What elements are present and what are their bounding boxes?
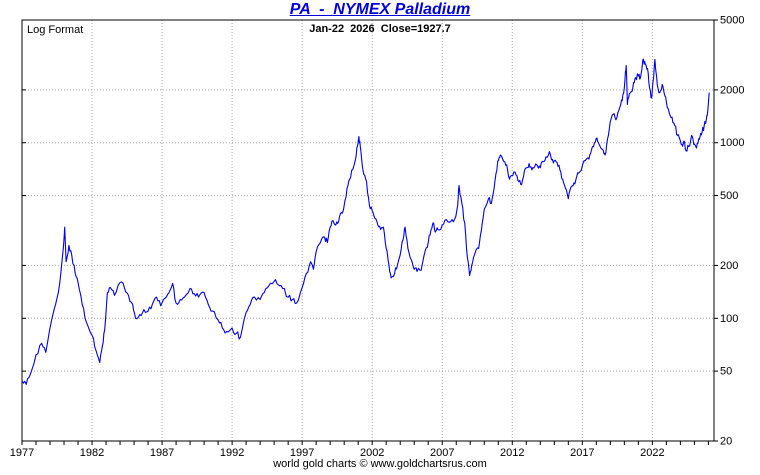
y-tick-label: 100 bbox=[720, 313, 738, 325]
x-tick-label: 2022 bbox=[640, 447, 664, 459]
footer-credit: world gold charts © www.goldchartsrus.co… bbox=[273, 458, 487, 470]
x-tick-label: 1997 bbox=[290, 447, 314, 459]
x-tick-label: 1977 bbox=[10, 447, 34, 459]
chart-title: PA - NYMEX Palladium bbox=[289, 1, 471, 18]
price-line bbox=[21, 58, 710, 385]
x-tick-label: 1987 bbox=[150, 447, 174, 459]
x-tick-label: 2017 bbox=[570, 447, 594, 459]
y-tick-label: 50 bbox=[720, 366, 732, 378]
chart-subtitle: Jan-22 2026 Close=1927.7 bbox=[309, 23, 451, 35]
y-tick-label: 200 bbox=[720, 260, 738, 272]
x-tick-label: 1992 bbox=[220, 447, 244, 459]
plot-border bbox=[21, 19, 715, 442]
x-tick-label: 2002 bbox=[360, 447, 384, 459]
y-tick-label: 1000 bbox=[720, 137, 744, 149]
x-tick-label: 2012 bbox=[500, 447, 524, 459]
x-tick-label: 2007 bbox=[430, 447, 454, 459]
x-tick-label: 1982 bbox=[80, 447, 104, 459]
log-format-label: Log Format bbox=[27, 24, 84, 36]
y-tick-label: 20 bbox=[720, 436, 732, 448]
y-tick-label: 500 bbox=[720, 190, 738, 202]
y-tick-label: 2000 bbox=[720, 84, 744, 96]
y-tick-label: 5000 bbox=[720, 15, 744, 27]
